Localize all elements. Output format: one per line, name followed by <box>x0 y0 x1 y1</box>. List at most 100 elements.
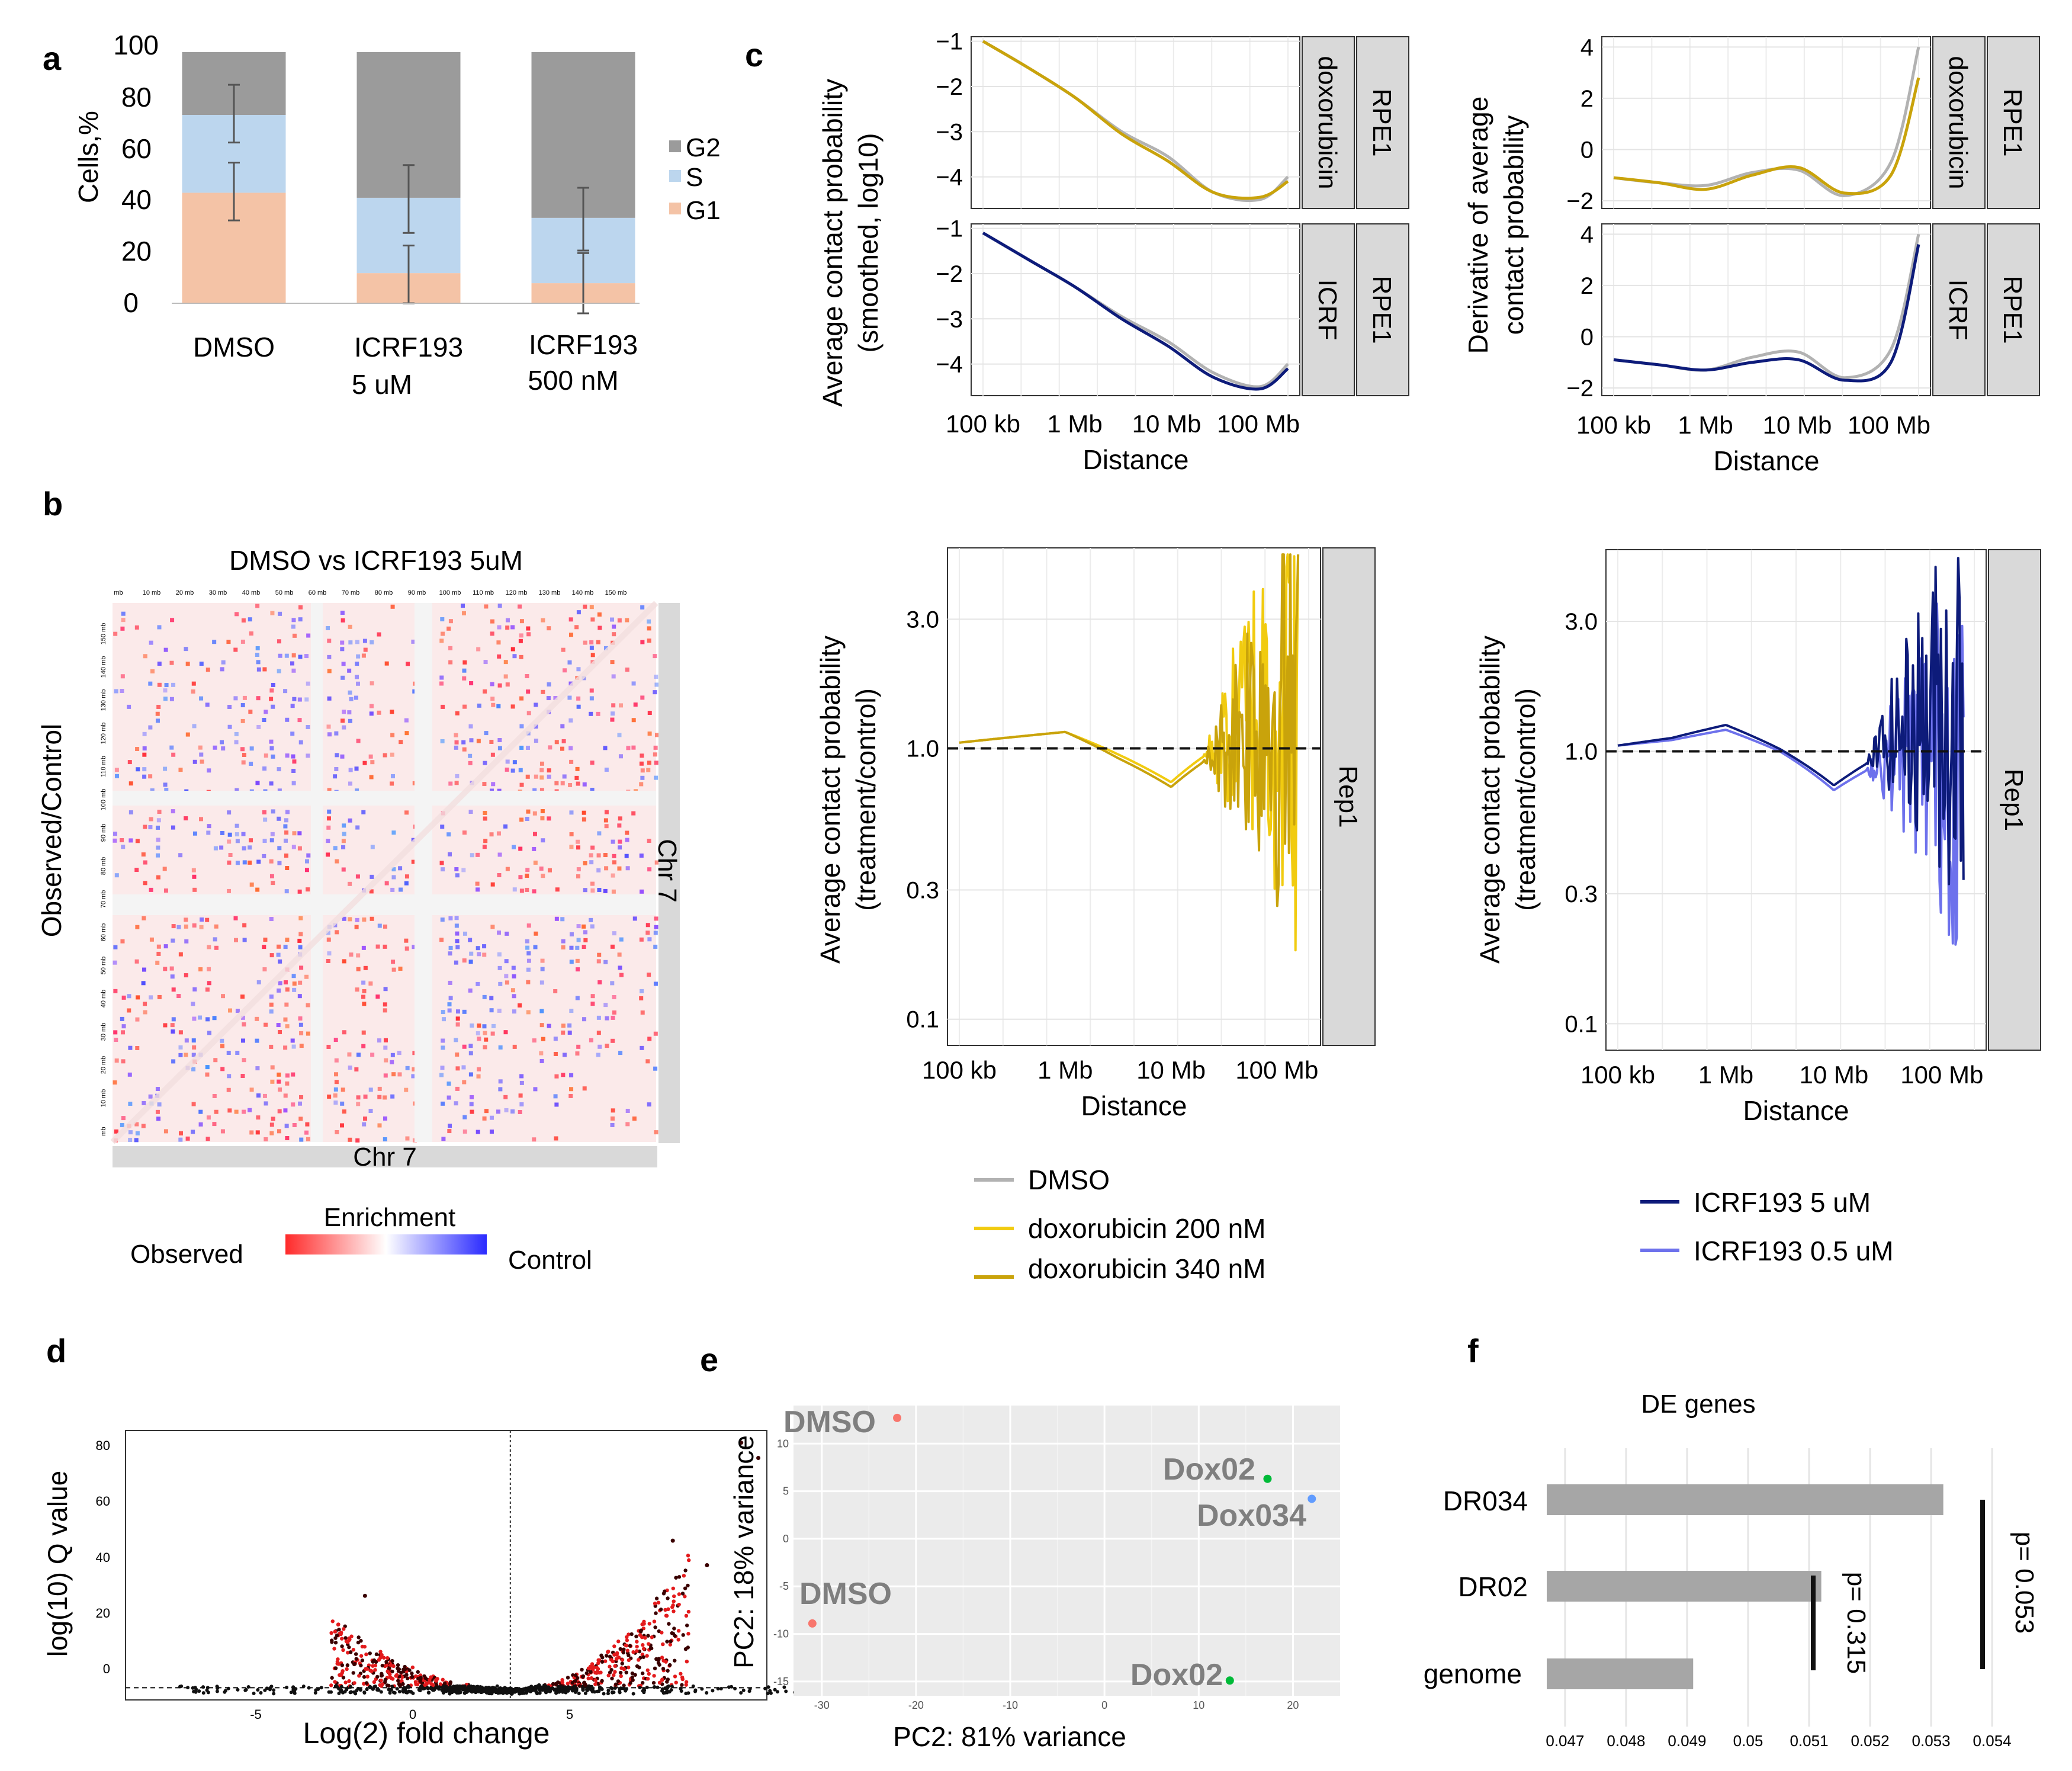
b-cell <box>298 740 303 745</box>
b-cell <box>269 697 274 701</box>
b-cell <box>455 939 460 944</box>
b-cell <box>370 640 374 644</box>
b-cell <box>497 654 502 659</box>
b-cell <box>391 830 396 835</box>
b-cell <box>455 873 460 878</box>
d-point <box>582 1681 586 1685</box>
b-cell <box>454 745 458 750</box>
b-cell <box>462 1044 467 1049</box>
b-cell <box>589 711 593 716</box>
b-cell <box>306 887 310 892</box>
b-cell <box>242 923 247 928</box>
b-cell <box>113 945 118 949</box>
b-cell <box>568 746 573 750</box>
b-cell <box>234 612 239 617</box>
b-cell <box>483 1031 487 1035</box>
b-cell <box>171 825 175 830</box>
b-cell <box>242 1109 246 1114</box>
b-cell <box>205 668 210 672</box>
b-cell <box>504 1108 509 1112</box>
b-cell <box>525 873 529 878</box>
d-point <box>345 1667 349 1671</box>
b-cell <box>113 631 118 636</box>
b-cell <box>611 873 615 878</box>
d-point <box>673 1674 677 1679</box>
d-point <box>472 1687 476 1692</box>
c-tr-ytick: 0 <box>1580 137 1594 163</box>
e-ytick: -15 <box>773 1676 789 1687</box>
b-cell <box>497 604 502 608</box>
b-cell <box>539 1058 544 1063</box>
b-cell <box>333 1093 338 1098</box>
b-gap <box>113 791 656 806</box>
d-point <box>672 1626 676 1631</box>
b-cell <box>583 938 588 942</box>
b-cell <box>155 825 160 830</box>
f-category: DR02 <box>1458 1571 1528 1602</box>
b-cell <box>340 618 345 623</box>
b-cell <box>114 774 119 778</box>
b-cell <box>370 681 374 686</box>
b-cell <box>398 866 403 871</box>
b-cell <box>510 768 515 773</box>
panel-a-cell-cycle-bars: Cells,% 100 80 60 40 20 0 DMSO ICRF193 5… <box>73 30 721 400</box>
b-cell <box>326 724 331 729</box>
d-point <box>604 1654 609 1658</box>
b-cell <box>221 994 226 999</box>
b-cell <box>383 1095 387 1100</box>
b-cell <box>164 683 169 688</box>
b-cell <box>603 646 608 650</box>
d-point <box>507 1687 512 1692</box>
d-point <box>554 1682 558 1686</box>
b-cell <box>285 866 290 871</box>
d-point <box>389 1676 394 1680</box>
b-xtick: 150 mb <box>605 589 627 596</box>
c-tl-facet0-strip <box>1302 36 1355 209</box>
d-ytick: 80 <box>96 1438 110 1453</box>
d-point <box>641 1643 645 1647</box>
b-cell <box>512 654 517 659</box>
d-point <box>658 1608 663 1612</box>
b-cell <box>391 875 396 880</box>
b-cell <box>171 1029 175 1034</box>
d-point <box>646 1642 651 1646</box>
d-point <box>475 1687 480 1692</box>
b-cell <box>625 668 629 672</box>
b-cell <box>569 1087 574 1092</box>
b-cell <box>157 1102 162 1107</box>
b-cell <box>618 839 622 844</box>
d-point <box>613 1664 617 1668</box>
b-cell <box>192 724 197 729</box>
b-xtick: 50 mb <box>275 589 294 596</box>
c-bl-strip <box>1322 547 1376 1046</box>
e-point <box>893 1413 902 1422</box>
b-cell <box>576 938 581 942</box>
d-point <box>206 1690 210 1695</box>
b-cell <box>205 1017 210 1022</box>
b-cell <box>497 965 502 970</box>
b-cell <box>207 945 211 949</box>
b-cell <box>285 987 290 992</box>
b-cell <box>503 1030 508 1035</box>
b-cell <box>482 1116 487 1121</box>
panel-d-volcano: 80 60 40 20 0 -5 0 5 log(10) Q value Log… <box>42 1430 855 1750</box>
b-cell <box>482 952 487 957</box>
c-bl-ytick: 1.0 <box>906 736 939 762</box>
c-tr-facet0-series-treatment <box>1613 77 1920 195</box>
b-cell <box>448 1124 452 1128</box>
b-cell <box>142 732 147 736</box>
b-cell <box>242 860 247 865</box>
b-cell <box>405 1066 410 1070</box>
b-cell <box>355 1138 360 1143</box>
e-xtick: -20 <box>908 1699 924 1711</box>
d-point <box>627 1653 631 1657</box>
b-cell <box>297 846 302 851</box>
b-cell <box>143 1002 147 1006</box>
d-point <box>612 1673 616 1677</box>
b-cell <box>348 690 352 695</box>
b-cell <box>220 667 224 672</box>
b-cell <box>462 1009 467 1014</box>
b-cell <box>576 839 580 844</box>
b-cell <box>169 966 174 971</box>
b-cell <box>639 996 644 1000</box>
